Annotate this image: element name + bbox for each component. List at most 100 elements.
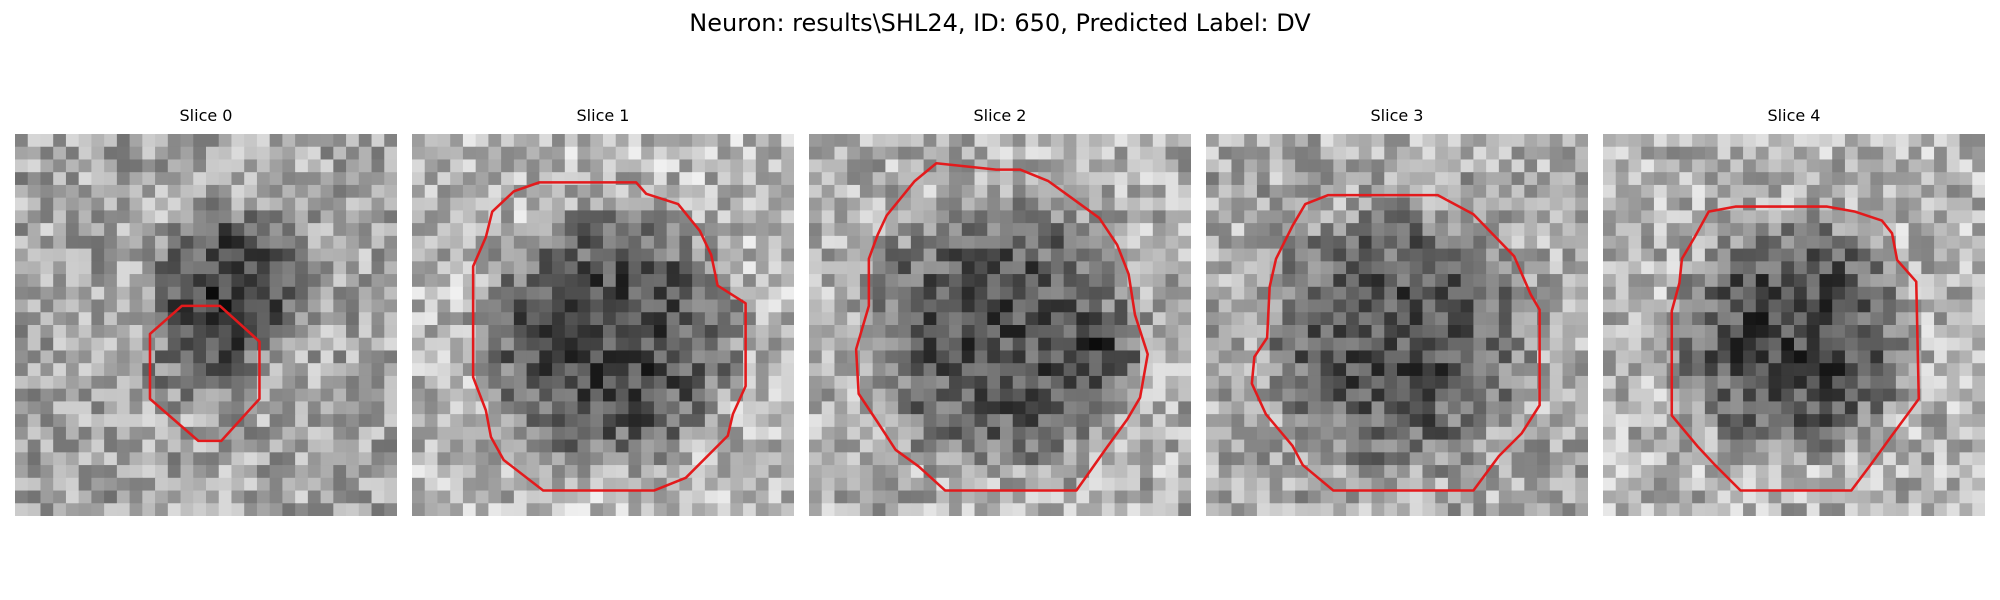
pixel (1908, 261, 1922, 275)
pixel (1152, 350, 1167, 364)
pixel (142, 490, 156, 504)
pixel (577, 134, 591, 148)
pixel (847, 159, 861, 173)
pixel (1615, 248, 1629, 262)
pixel (1038, 401, 1052, 415)
pixel (1959, 388, 1973, 402)
pixel (1435, 337, 1449, 351)
pixel (603, 146, 617, 160)
pixel (1486, 490, 1500, 504)
pixel (167, 146, 182, 160)
pixel (1460, 350, 1474, 364)
pixel (320, 210, 334, 224)
pixel (564, 184, 579, 199)
pixel (412, 503, 426, 516)
pixel (898, 477, 912, 492)
pixel (475, 337, 489, 351)
pixel (1794, 439, 1808, 453)
pixel (1206, 503, 1220, 516)
pixel (462, 503, 477, 516)
pixel (910, 375, 925, 390)
pixel (834, 248, 848, 262)
pixel (501, 312, 515, 326)
pixel (1781, 503, 1795, 516)
pixel (755, 490, 770, 504)
pixel (91, 159, 105, 173)
pixel (1857, 401, 1871, 415)
pixel (1114, 172, 1128, 186)
pixel (1549, 134, 1564, 148)
pixel (1730, 452, 1744, 466)
pixel (501, 299, 515, 313)
pixel (1603, 235, 1617, 250)
pixel (1641, 337, 1655, 351)
pixel (834, 490, 848, 504)
pixel (462, 465, 477, 479)
pixel (1921, 350, 1935, 364)
pixel (1165, 235, 1179, 250)
pixel (679, 299, 693, 313)
pixel (910, 134, 925, 148)
pixel (1615, 197, 1629, 211)
pixel (936, 465, 950, 479)
pixel (193, 261, 207, 275)
pixel (1473, 490, 1487, 504)
pixel (679, 337, 693, 351)
pixel (1717, 172, 1731, 186)
pixel (65, 465, 80, 479)
pixel (371, 223, 385, 237)
pixel (923, 134, 937, 148)
pixel (1603, 286, 1617, 301)
pixel (142, 426, 156, 441)
pixel (1076, 312, 1090, 326)
pixel (552, 325, 566, 339)
pixel (256, 248, 271, 262)
pixel (1857, 388, 1871, 402)
pixel (256, 426, 271, 441)
pixel (1384, 223, 1398, 237)
pixel (821, 465, 835, 479)
pixel (847, 388, 861, 402)
pixel (180, 452, 194, 466)
pixel (628, 477, 642, 492)
pixel (743, 426, 757, 441)
pixel (256, 439, 271, 453)
pixel (269, 172, 283, 186)
pixel (53, 286, 67, 301)
pixel (564, 248, 579, 262)
pixel (155, 490, 169, 504)
pixel (384, 248, 397, 262)
pixel (1050, 375, 1065, 390)
pixel (129, 503, 143, 516)
pixel (513, 401, 528, 415)
pixel (809, 299, 823, 313)
pixel (615, 325, 629, 339)
pixel (333, 363, 347, 377)
pixel (116, 248, 131, 262)
pixel (641, 312, 655, 326)
pixel (730, 299, 744, 313)
pixel (91, 426, 105, 441)
pixel (1717, 312, 1731, 326)
pixel (1000, 261, 1014, 275)
pixel (15, 477, 29, 492)
pixel (704, 375, 719, 390)
pixel (615, 210, 629, 224)
pixel (1371, 197, 1385, 211)
pixel (1422, 363, 1436, 377)
pixel (1025, 503, 1039, 516)
pixel (1921, 210, 1935, 224)
pixel (244, 299, 258, 313)
pixel (539, 197, 553, 211)
pixel (552, 363, 566, 377)
pixel (552, 490, 566, 504)
pixel (628, 159, 642, 173)
pixel (1409, 477, 1423, 492)
pixel (231, 325, 245, 339)
pixel (603, 235, 617, 250)
pixel (949, 261, 963, 275)
pixel (898, 439, 912, 453)
pixel (1511, 490, 1525, 504)
pixel (1603, 248, 1617, 262)
pixel (180, 248, 194, 262)
